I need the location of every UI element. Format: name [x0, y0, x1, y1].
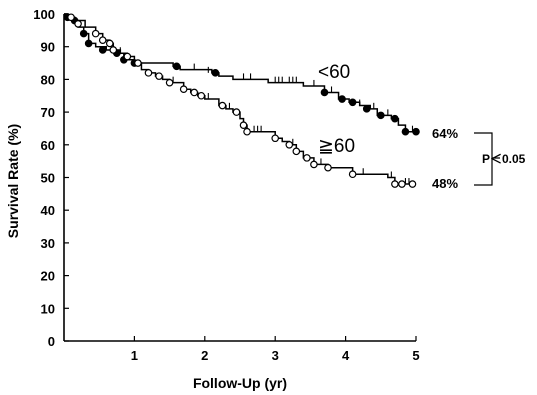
data-point — [105, 39, 114, 48]
series-label-over-60: ≧60 — [318, 136, 355, 157]
p-value-label: P＜0.05 — [482, 152, 526, 166]
y-tick-label: 0 — [48, 334, 55, 349]
data-point — [84, 39, 93, 48]
data-point — [232, 108, 241, 116]
data-point — [412, 127, 420, 136]
series-group-0 — [63, 13, 420, 136]
x-tick-label: 2 — [201, 348, 208, 363]
y-tick-label: 100 — [33, 7, 55, 22]
data-point — [98, 36, 107, 44]
data-point — [292, 147, 301, 156]
series-line — [64, 13, 416, 185]
data-point — [362, 105, 371, 113]
data-point — [303, 154, 311, 162]
y-axis-label: Survival Rate (%) — [5, 124, 21, 238]
data-point — [348, 170, 357, 179]
data-point — [79, 29, 88, 38]
significance-bracket — [474, 132, 500, 186]
y-tick-label: 70 — [41, 105, 55, 120]
x-tick-label: 1 — [131, 348, 138, 363]
series-group-1 — [64, 13, 417, 188]
y-tick-label: 60 — [41, 138, 55, 153]
y-tick-label: 10 — [41, 301, 55, 316]
y-axis-ticks: 0 10 20 30 40 50 60 70 80 90 100 — [33, 7, 69, 349]
data-point — [348, 98, 357, 107]
data-point — [391, 180, 399, 188]
x-axis-ticks: 1 2 3 4 5 — [131, 336, 420, 363]
data-point — [74, 20, 82, 28]
data-point — [91, 29, 100, 38]
data-point — [179, 85, 188, 94]
y-tick-label: 90 — [41, 40, 55, 55]
data-point — [155, 72, 163, 80]
y-tick-label: 80 — [41, 72, 55, 87]
data-point — [67, 13, 75, 22]
data-point — [391, 114, 399, 123]
data-point — [144, 69, 153, 77]
data-point — [190, 88, 199, 97]
x-tick-label: 4 — [342, 348, 350, 363]
data-point — [398, 180, 406, 188]
data-point — [218, 101, 227, 110]
data-point — [197, 91, 206, 100]
x-tick-label: 5 — [412, 348, 419, 363]
data-point — [243, 127, 251, 136]
data-point — [239, 121, 248, 129]
data-point — [271, 134, 280, 143]
data-point — [123, 52, 132, 61]
data-point — [376, 111, 385, 120]
y-tick-label: 20 — [41, 269, 55, 284]
data-point — [98, 46, 107, 54]
y-tick-label: 50 — [41, 171, 55, 186]
data-point — [285, 141, 294, 149]
data-point — [134, 59, 142, 67]
y-tick-label: 30 — [41, 236, 55, 251]
data-point — [324, 163, 332, 172]
data-point — [172, 62, 181, 71]
series-layer — [63, 13, 420, 188]
y-tick-label: 40 — [41, 203, 55, 218]
series-label-under-60: <60 — [318, 62, 350, 83]
x-axis-label: Follow-Up (yr) — [193, 375, 287, 391]
data-point — [310, 160, 318, 169]
end-label-under-60: 64% — [432, 126, 458, 141]
end-label-over-60: 48% — [432, 176, 458, 191]
x-tick-label: 3 — [272, 348, 279, 363]
data-point — [338, 95, 346, 103]
data-point — [109, 46, 118, 54]
chart-axes — [63, 14, 416, 342]
data-point — [401, 127, 410, 136]
data-point — [165, 78, 174, 87]
data-point — [408, 180, 417, 188]
data-point — [211, 69, 220, 77]
data-point — [320, 88, 329, 97]
